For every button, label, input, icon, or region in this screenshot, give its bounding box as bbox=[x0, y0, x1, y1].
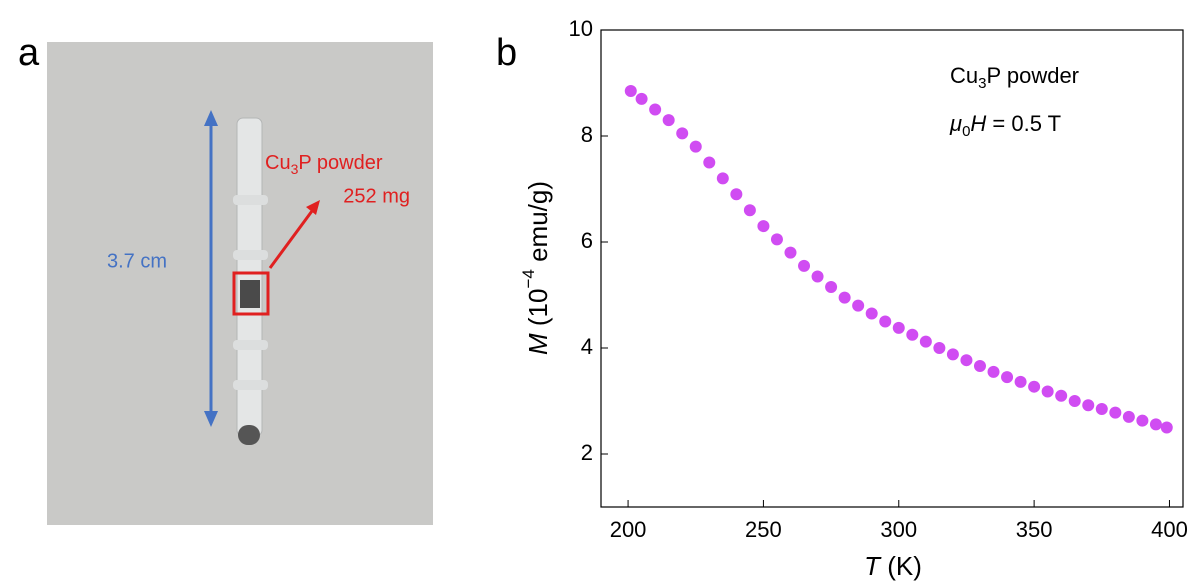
y-tick-label: 6 bbox=[581, 228, 593, 253]
y-axis-label: M (10−4 emu/g) bbox=[519, 181, 552, 355]
mass-label: 252 mg bbox=[343, 185, 410, 207]
annotation: Cu3P powder bbox=[950, 63, 1079, 92]
data-point bbox=[743, 204, 756, 217]
subscript: 3 bbox=[291, 161, 299, 177]
data-point bbox=[879, 315, 892, 328]
data-point bbox=[1055, 389, 1068, 402]
plot-frame bbox=[600, 29, 1184, 508]
x-tick-label: 350 bbox=[1016, 517, 1053, 542]
data-point bbox=[987, 365, 1000, 378]
data-point bbox=[1136, 414, 1149, 427]
holder-ridge bbox=[233, 380, 268, 390]
panel-label: b bbox=[496, 32, 517, 74]
data-point bbox=[649, 103, 662, 116]
text: Cu bbox=[265, 152, 291, 174]
data-point bbox=[1082, 399, 1095, 412]
x-tick-label: 300 bbox=[880, 517, 917, 542]
data-point bbox=[757, 220, 770, 233]
data-point bbox=[811, 270, 824, 283]
text: emu/g) bbox=[523, 181, 553, 269]
data-point bbox=[730, 188, 743, 201]
y-tick-label: 4 bbox=[581, 334, 593, 359]
data-point bbox=[1160, 421, 1173, 434]
text: = 0.5 T bbox=[986, 111, 1061, 136]
text: M bbox=[523, 333, 553, 355]
data-point bbox=[703, 156, 716, 169]
y-tick-label: 2 bbox=[581, 440, 593, 465]
superscript: −4 bbox=[519, 269, 538, 288]
data-point bbox=[933, 342, 946, 354]
text: T bbox=[864, 551, 882, 581]
data-point bbox=[919, 335, 932, 348]
y-tick-label: 8 bbox=[581, 122, 593, 147]
data-point bbox=[716, 172, 729, 185]
data-point bbox=[1122, 410, 1135, 423]
data-point bbox=[1041, 385, 1054, 398]
data-point bbox=[865, 307, 878, 320]
data-point bbox=[689, 140, 702, 153]
data-point bbox=[662, 114, 675, 127]
data-point bbox=[635, 92, 648, 105]
x-axis-label: T (K) bbox=[864, 551, 922, 581]
data-point bbox=[1014, 375, 1027, 388]
arrow-head bbox=[306, 200, 320, 215]
data-point bbox=[676, 127, 689, 140]
data-point bbox=[906, 328, 919, 341]
data-point bbox=[1149, 418, 1162, 431]
data-point bbox=[973, 360, 986, 373]
subscript: 0 bbox=[962, 123, 970, 140]
text: (10 bbox=[523, 289, 553, 334]
data-point bbox=[892, 321, 905, 334]
data-point bbox=[1068, 395, 1081, 407]
y-tick-label: 10 bbox=[569, 16, 593, 41]
data-point bbox=[1109, 406, 1122, 419]
data-point bbox=[784, 246, 797, 259]
x-tick-label: 250 bbox=[745, 517, 782, 542]
sample-label: Cu3P powder bbox=[265, 152, 383, 176]
text: Cu bbox=[950, 63, 978, 88]
subscript: 3 bbox=[978, 75, 986, 92]
text: H bbox=[970, 111, 986, 136]
arrow bbox=[268, 210, 314, 269]
annotation: μ0H = 0.5 T bbox=[949, 111, 1061, 140]
text: P powder bbox=[986, 63, 1079, 88]
highlight-box bbox=[232, 271, 270, 316]
data-point bbox=[798, 259, 811, 272]
text: P powder bbox=[298, 152, 382, 174]
data-point bbox=[770, 233, 783, 246]
data-point bbox=[946, 348, 959, 361]
powder bbox=[240, 280, 260, 308]
data-point bbox=[825, 281, 838, 294]
data-point bbox=[1001, 371, 1014, 384]
data-point bbox=[624, 84, 637, 97]
holder-ridge bbox=[233, 340, 268, 350]
arrow-head bbox=[204, 411, 218, 427]
holder-tip bbox=[238, 425, 260, 445]
text: (K) bbox=[880, 551, 922, 581]
data-point bbox=[960, 354, 973, 367]
data-point bbox=[852, 299, 865, 312]
data-point bbox=[1028, 380, 1041, 393]
panel-label: a bbox=[18, 32, 40, 74]
text: μ bbox=[949, 111, 962, 136]
length-label: 3.7 cm bbox=[107, 250, 167, 272]
data-point bbox=[1095, 402, 1108, 415]
x-tick-label: 400 bbox=[1151, 517, 1188, 542]
x-tick-label: 200 bbox=[610, 517, 647, 542]
data-point bbox=[838, 291, 851, 304]
holder-ridge bbox=[233, 250, 268, 260]
arrow-head bbox=[204, 110, 218, 126]
holder-ridge bbox=[233, 195, 268, 205]
